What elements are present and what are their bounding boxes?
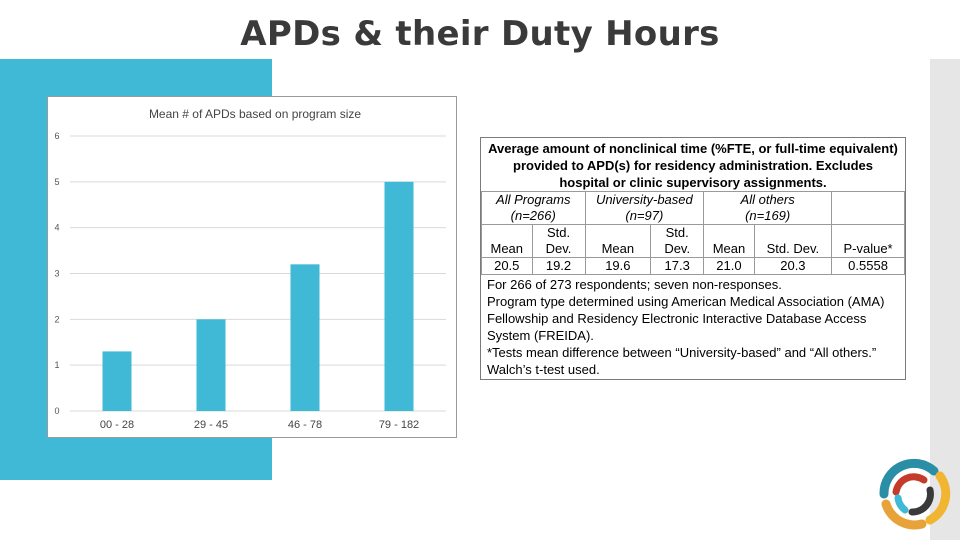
value-cell: 19.2 xyxy=(531,257,586,275)
header-cell: Mean xyxy=(481,224,533,258)
value-cell: 19.6 xyxy=(584,257,652,275)
group-cell-all-programs: All Programs (n=266) xyxy=(481,191,586,225)
y-tick-label: 2 xyxy=(54,314,59,324)
x-category-label: 46 - 78 xyxy=(288,419,322,431)
empty-header-cell xyxy=(831,191,905,225)
value-cell: 20.3 xyxy=(753,257,833,275)
table-row: All Programs (n=266) University-based (n=9… xyxy=(481,191,905,225)
slide-title: APDs & their Duty Hours xyxy=(240,14,720,54)
value-cell: 20.5 xyxy=(481,257,533,275)
y-tick-label: 4 xyxy=(54,223,59,233)
table-note: Program type determined using American M… xyxy=(487,294,885,343)
y-tick-label: 1 xyxy=(54,360,59,370)
bar-chart-panel: Mean # of APDs based on program size 0 1 2… xyxy=(47,96,457,438)
chart-bars xyxy=(102,181,414,411)
header-cell: Mean xyxy=(584,224,652,258)
x-category-label: 29 - 45 xyxy=(194,419,228,431)
group-name: All Programs xyxy=(496,192,571,207)
group-name: All others xyxy=(740,192,795,207)
group-count: (n=169) xyxy=(745,208,791,223)
nonclinical-time-table: Average amount of nonclinical time (%FTE… xyxy=(480,137,906,380)
x-category-label: 79 - 182 xyxy=(379,419,419,431)
group-cell-all-others: All others (n=169) xyxy=(703,191,833,225)
table-note: *Tests mean difference between “Universi… xyxy=(487,345,877,377)
bar xyxy=(102,351,132,411)
group-count: (n=97) xyxy=(625,208,664,223)
y-tick-label: 0 xyxy=(54,406,59,416)
value-cell: 21.0 xyxy=(703,257,755,275)
table-row: 20.5 19.2 19.6 17.3 21.0 20.3 0.5558 xyxy=(481,257,905,275)
right-edge-strip xyxy=(930,59,960,540)
x-category-label: 00 - 28 xyxy=(100,419,134,431)
header-cell: P-value* xyxy=(831,224,905,258)
group-count: (n=266) xyxy=(510,208,556,223)
y-tick-label: 6 xyxy=(54,131,59,141)
y-axis-ticks: 0 1 2 3 4 5 6 xyxy=(54,131,59,416)
header-cell: Std. Dev. xyxy=(531,224,586,258)
bar xyxy=(290,264,320,411)
table-row: Mean Std. Dev. Mean Std. Dev. Mean Std. … xyxy=(481,224,905,258)
bar xyxy=(384,181,414,411)
group-cell-university-based: University-based (n=97) xyxy=(584,191,705,225)
header-cell: Std. Dev. xyxy=(650,224,705,258)
table-caption: Average amount of nonclinical time (%FTE… xyxy=(488,141,898,190)
value-cell: 0.5558 xyxy=(831,257,905,275)
circular-swirl-logo-icon xyxy=(879,458,951,530)
table-note: For 266 of 273 respondents; seven non-re… xyxy=(487,277,782,292)
value-cell: 17.3 xyxy=(650,257,705,275)
y-tick-label: 3 xyxy=(54,269,59,279)
bar xyxy=(196,319,226,411)
stats-table: All Programs (n=266) University-based (n=9… xyxy=(481,191,905,275)
x-axis-labels: 00 - 28 29 - 45 46 - 78 79 - 182 xyxy=(100,419,419,431)
chart-title: Mean # of APDs based on program size xyxy=(149,107,361,121)
y-tick-label: 5 xyxy=(54,177,59,187)
header-cell: Mean xyxy=(703,224,755,258)
table-notes: For 266 of 273 respondents; seven non-re… xyxy=(481,275,905,378)
bar-chart: Mean # of APDs based on program size 0 1 2… xyxy=(54,107,446,431)
chart-gridlines xyxy=(70,135,446,412)
header-cell: Std. Dev. xyxy=(753,224,833,258)
group-name: University-based xyxy=(595,192,693,207)
